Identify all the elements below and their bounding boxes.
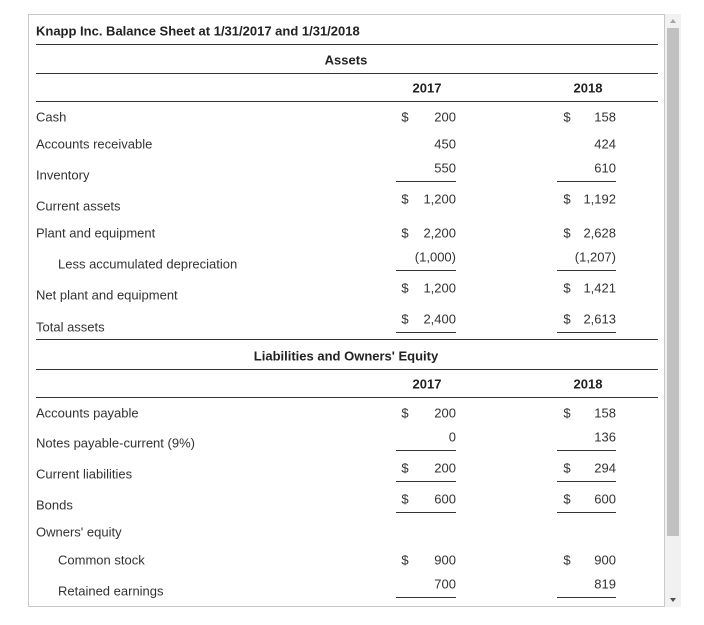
row-label: Inventory — [36, 167, 90, 182]
currency: $ — [401, 491, 409, 506]
currency: $ — [563, 225, 571, 240]
section-heading: Liabilities and Owners' Equity — [254, 348, 439, 363]
amount: 2,400 — [423, 311, 456, 326]
currency: $ — [563, 109, 571, 124]
amount: 158 — [594, 109, 616, 124]
column-header: 2018 — [574, 376, 603, 391]
amount: 900 — [434, 552, 456, 567]
currency: $ — [563, 405, 571, 420]
row-label: Total assets — [36, 319, 105, 334]
currency: $ — [563, 552, 571, 567]
amount: (1,000) — [415, 249, 456, 264]
scrollbar-thumb[interactable] — [667, 28, 679, 536]
amount: 900 — [594, 552, 616, 567]
amount: 1,192 — [583, 191, 616, 206]
row-label: Accounts receivable — [36, 136, 152, 151]
amount: 424 — [594, 136, 616, 151]
frame — [28, 14, 665, 607]
currency: $ — [563, 491, 571, 506]
amount: 2,613 — [583, 311, 616, 326]
currency: $ — [401, 460, 409, 475]
amount: 1,200 — [423, 280, 456, 295]
amount: 610 — [594, 160, 616, 175]
amount: 450 — [434, 136, 456, 151]
amount: 200 — [434, 460, 456, 475]
amount: 294 — [594, 460, 616, 475]
amount: 700 — [434, 576, 456, 591]
row-label: Retained earnings — [58, 583, 164, 598]
row-label: Accounts payable — [36, 405, 139, 420]
row-label: Notes payable-current (9%) — [36, 435, 195, 450]
row-label: Bonds — [36, 497, 73, 512]
row-label: Current assets — [36, 198, 121, 213]
section-heading: Assets — [325, 52, 368, 67]
amount: 2,628 — [583, 225, 616, 240]
currency: $ — [401, 405, 409, 420]
row-label: Owners' equity — [36, 524, 122, 539]
amount: 550 — [434, 160, 456, 175]
currency: $ — [401, 280, 409, 295]
amount: 0 — [449, 429, 456, 444]
scroll-up[interactable] — [670, 19, 676, 23]
column-header: 2017 — [413, 80, 442, 95]
currency: $ — [401, 552, 409, 567]
currency: $ — [401, 225, 409, 240]
row-label: Cash — [36, 109, 66, 124]
amount: 2,200 — [423, 225, 456, 240]
currency: $ — [563, 191, 571, 206]
row-label: Common stock — [58, 552, 145, 567]
amount: 200 — [434, 109, 456, 124]
amount: 158 — [594, 405, 616, 420]
amount: 1,421 — [583, 280, 616, 295]
scroll-down[interactable] — [670, 598, 676, 602]
row-label: Net plant and equipment — [36, 287, 178, 302]
amount: 1,200 — [423, 191, 456, 206]
row-label: Less accumulated depreciation — [58, 256, 237, 271]
amount: (1,207) — [575, 249, 616, 264]
currency: $ — [563, 311, 571, 326]
amount: 136 — [594, 429, 616, 444]
sheet-title: Knapp Inc. Balance Sheet at 1/31/2017 an… — [36, 23, 360, 38]
amount: 200 — [434, 405, 456, 420]
amount: 819 — [594, 576, 616, 591]
row-label: Plant and equipment — [36, 225, 156, 240]
amount: 600 — [594, 491, 616, 506]
amount: 600 — [434, 491, 456, 506]
currency: $ — [563, 460, 571, 475]
row-label: Current liabilities — [36, 466, 133, 481]
currency: $ — [401, 311, 409, 326]
column-header: 2018 — [574, 80, 603, 95]
currency: $ — [401, 191, 409, 206]
currency: $ — [401, 109, 409, 124]
column-header: 2017 — [413, 376, 442, 391]
currency: $ — [563, 280, 571, 295]
